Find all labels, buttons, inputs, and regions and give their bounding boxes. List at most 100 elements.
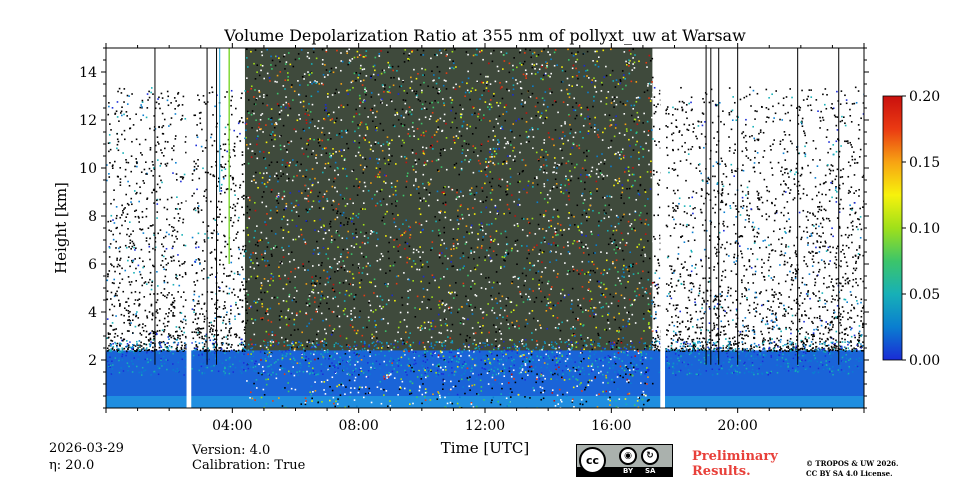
speckle-point <box>209 274 212 276</box>
speckle-point <box>489 99 492 101</box>
speckle-point <box>740 250 742 253</box>
speckle-point <box>136 165 138 168</box>
speckle-point <box>578 104 581 106</box>
speckle-point <box>217 150 219 153</box>
speckle-point <box>233 333 236 336</box>
speckle-point <box>804 155 807 158</box>
speckle-point <box>145 161 147 163</box>
speckle-point <box>461 81 464 84</box>
speckle-point <box>334 270 336 273</box>
speckle-point <box>417 72 419 75</box>
speckle-point <box>722 347 725 349</box>
speckle-point <box>825 193 827 196</box>
speckle-point <box>584 159 586 162</box>
speckle-point <box>603 76 606 78</box>
speckle-point <box>550 288 552 290</box>
speckle-point <box>434 100 436 102</box>
speckle-point <box>862 341 864 343</box>
speckle-point <box>460 160 463 163</box>
speckle-point <box>347 63 349 66</box>
speckle-point <box>684 151 686 153</box>
speckle-point <box>773 219 776 222</box>
speckle-point <box>435 220 437 223</box>
speckle-point <box>358 74 360 76</box>
speckle-point <box>649 171 652 173</box>
speckle-point <box>506 405 509 407</box>
speckle-point <box>317 230 320 233</box>
speckle-point <box>614 284 617 287</box>
speckle-point <box>856 249 858 251</box>
speckle-point <box>419 308 421 310</box>
speckle-point <box>590 170 593 172</box>
speckle-point <box>406 303 409 305</box>
speckle-point <box>345 279 347 282</box>
speckle-point <box>539 249 542 251</box>
speckle-point <box>768 253 771 255</box>
speckle-point <box>529 262 531 264</box>
speckle-point <box>278 275 280 277</box>
speckle-point <box>538 279 541 282</box>
speckle-point <box>388 64 391 67</box>
speckle-point <box>558 366 560 369</box>
speckle-point <box>518 277 520 279</box>
speckle-point <box>570 214 573 216</box>
speckle-point <box>646 400 649 402</box>
speckle-point <box>853 102 856 105</box>
speckle-point <box>760 304 763 307</box>
speckle-point <box>516 250 519 252</box>
speckle-point <box>207 276 210 279</box>
speckle-point <box>444 340 447 342</box>
speckle-point <box>239 299 242 301</box>
speckle-point <box>508 327 510 330</box>
speckle-point <box>429 192 431 194</box>
speckle-point <box>519 180 521 183</box>
speckle-point <box>784 280 787 283</box>
speckle-point <box>355 108 357 111</box>
speckle-point <box>794 277 797 280</box>
speckle-point <box>607 322 610 324</box>
speckle-point <box>638 294 641 296</box>
speckle-point <box>342 197 344 200</box>
speckle-point <box>234 318 236 320</box>
speckle-point <box>305 122 308 124</box>
speckle-point <box>581 269 583 271</box>
speckle-point <box>824 88 827 90</box>
speckle-point <box>567 368 569 370</box>
speckle-point <box>365 232 367 234</box>
speckle-point <box>497 243 500 246</box>
speckle-point <box>164 325 166 328</box>
speckle-point <box>525 318 527 321</box>
speckle-point <box>539 324 541 327</box>
speckle-point <box>635 368 638 370</box>
speckle-point <box>557 233 559 236</box>
speckle-point <box>218 315 220 318</box>
speckle-point <box>633 361 635 363</box>
speckle-point <box>299 118 301 120</box>
speckle-point <box>576 269 579 272</box>
speckle-point <box>270 342 273 344</box>
speckle-point <box>830 233 833 236</box>
speckle-point <box>428 182 431 185</box>
speckle-point <box>790 332 792 335</box>
speckle-point <box>283 55 285 58</box>
speckle-point <box>500 332 503 335</box>
speckle-point <box>616 330 618 332</box>
speckle-point <box>786 168 788 170</box>
speckle-point <box>281 387 284 390</box>
speckle-point <box>489 120 491 122</box>
speckle-point <box>359 67 362 70</box>
speckle-point <box>118 305 121 307</box>
speckle-point <box>340 382 343 385</box>
speckle-point <box>195 328 197 331</box>
speckle-point <box>261 196 264 198</box>
speckle-point <box>533 177 536 180</box>
speckle-point <box>761 215 763 217</box>
speckle-point <box>481 245 483 247</box>
speckle-point <box>435 131 438 133</box>
speckle-point <box>525 112 528 114</box>
speckle-point <box>194 242 197 245</box>
speckle-point <box>294 286 296 289</box>
speckle-point <box>474 147 477 149</box>
speckle-point <box>472 107 475 109</box>
speckle-point <box>285 300 288 303</box>
